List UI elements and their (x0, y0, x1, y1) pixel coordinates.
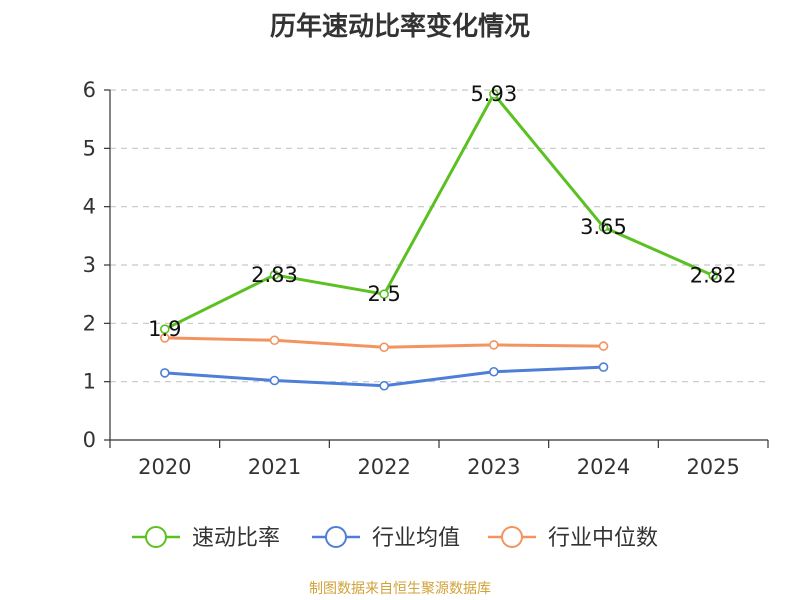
data-point[interactable] (489, 366, 499, 377)
y-tick-label: 1 (83, 370, 96, 394)
data-point[interactable] (598, 362, 609, 372)
y-tick-label: 0 (83, 428, 96, 452)
data-point[interactable] (598, 341, 609, 351)
legend-label: 速动比率 (192, 526, 280, 551)
data-point[interactable] (379, 342, 389, 353)
x-tick-label: 2023 (467, 455, 520, 479)
data-point[interactable] (269, 335, 280, 346)
legend-item[interactable]: 行业中位数 (488, 526, 658, 551)
legend-label: 行业中位数 (548, 526, 658, 551)
data-point[interactable] (269, 270, 280, 280)
source-note: 制图数据来自恒生聚源数据库 (309, 581, 491, 597)
data-point[interactable] (379, 289, 389, 299)
data-label: 1.9 (148, 317, 181, 341)
x-tick-label: 2022 (357, 455, 410, 479)
legend-marker-icon (501, 526, 523, 548)
data-label: 2.82 (690, 264, 737, 288)
x-tick-label: 2020 (138, 455, 191, 479)
data-label: 3.65 (580, 215, 627, 239)
legend-label: 行业均值 (372, 526, 460, 551)
y-tick-label: 6 (83, 78, 96, 102)
data-point[interactable] (160, 324, 170, 334)
data-point[interactable] (379, 380, 389, 391)
data-label: 5.93 (470, 82, 517, 106)
axes: 0 1 2 3 4 5 6 2020 2021 2022 2023 2024 2025 (83, 78, 769, 479)
data-point[interactable] (598, 222, 609, 232)
data-point[interactable] (160, 368, 170, 378)
data-point[interactable] (489, 340, 499, 350)
series-lines (160, 89, 718, 391)
data-point[interactable] (489, 89, 499, 99)
legend[interactable]: 速动比率 行业均值 行业中位数 (132, 526, 658, 551)
data-label: 2.83 (251, 263, 298, 287)
legend-item[interactable]: 行业均值 (312, 526, 460, 551)
data-labels: 1.9 2.83 2.5 5.93 3.65 2.82 (148, 82, 736, 341)
x-tick-label: 2021 (248, 455, 301, 479)
y-tick-label: 2 (83, 311, 96, 335)
series-line (164, 92, 714, 331)
legend-marker-icon (325, 526, 347, 548)
x-tick-label: 2024 (577, 455, 630, 479)
y-tick-label: 4 (83, 195, 96, 219)
chart-title: 历年速动比率变化情况 (269, 12, 530, 42)
y-tick-label: 3 (83, 253, 96, 277)
legend-marker-icon (145, 526, 167, 548)
data-point[interactable] (708, 270, 718, 281)
data-label: 2.5 (367, 282, 400, 306)
legend-item[interactable]: 速动比率 (132, 526, 280, 551)
x-tick-label: 2025 (686, 455, 739, 479)
data-point[interactable] (269, 375, 280, 386)
y-tick-label: 5 (83, 136, 96, 160)
